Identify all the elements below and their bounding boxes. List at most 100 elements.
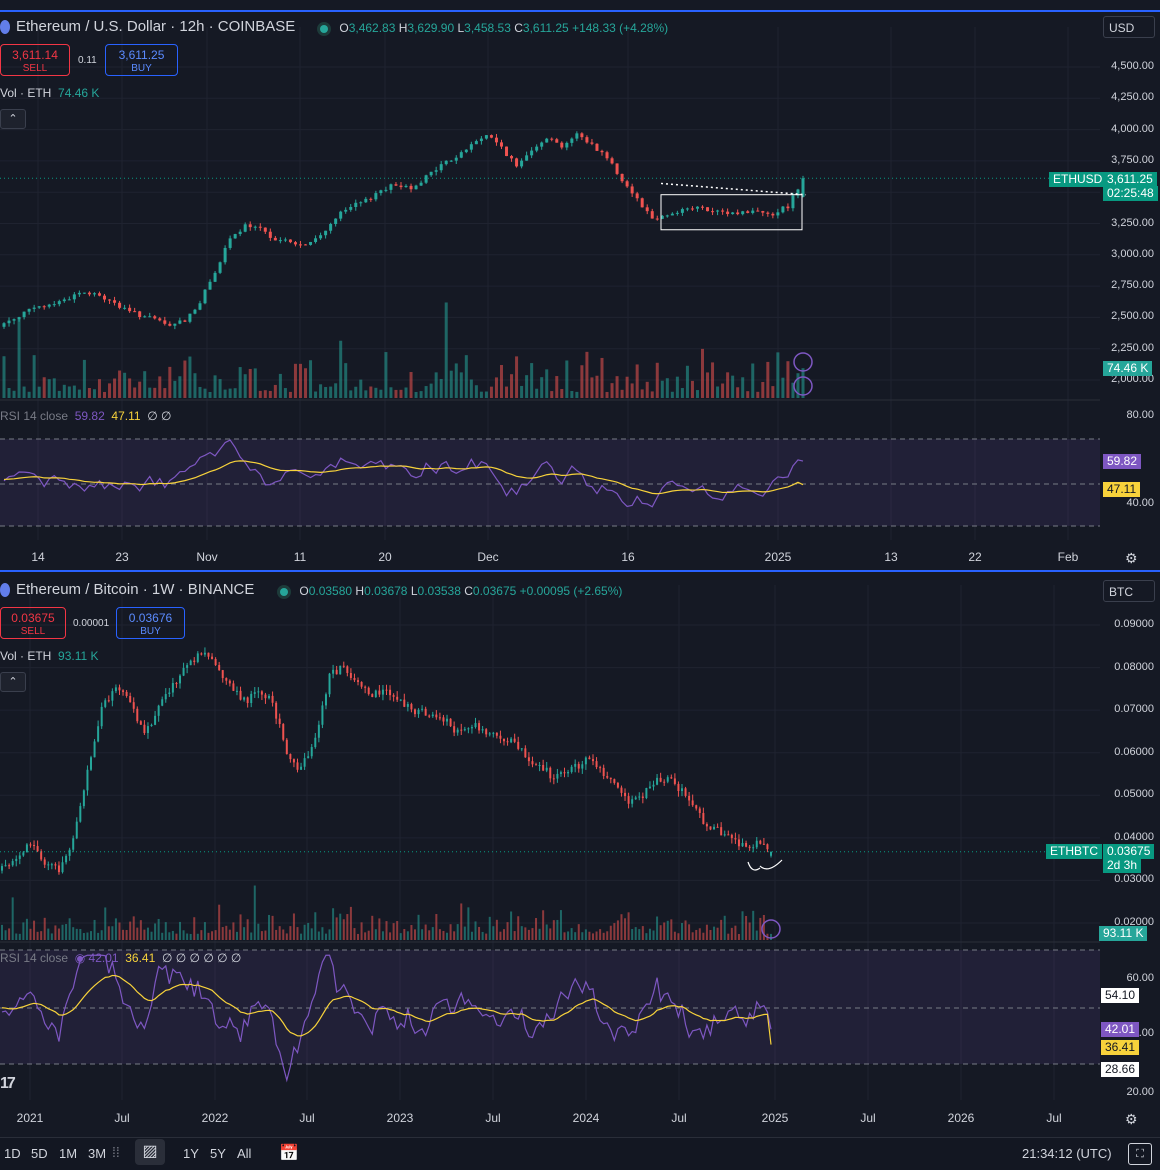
rsi-lower-badge: 28.66: [1101, 1062, 1140, 1077]
candle-body: [374, 690, 377, 698]
range-1y-button[interactable]: 1Y: [183, 1146, 199, 1161]
utc-clock[interactable]: 21:34:12 (UTC): [1022, 1146, 1112, 1161]
candle-body: [150, 724, 153, 727]
candle-body: [218, 262, 222, 273]
volume-bar: [114, 918, 117, 940]
top-chart-canvas[interactable]: [0, 0, 1100, 570]
candle-body: [57, 865, 60, 873]
candle-body: [173, 323, 177, 326]
drag-handle-icon[interactable]: ⁞⁞: [112, 1144, 120, 1160]
candle-body: [82, 790, 85, 807]
top-symbol-title[interactable]: Ethereum / U.S. Dollar · 12h · COINBASE: [16, 18, 296, 35]
volume-bar: [203, 388, 207, 398]
candle-body: [736, 212, 740, 215]
market-status-icon[interactable]: [280, 587, 288, 596]
volume-bar: [289, 926, 292, 940]
volume-bar: [22, 922, 25, 940]
candle-body: [136, 708, 139, 722]
volume-bar: [600, 357, 604, 398]
candle-body: [253, 226, 257, 228]
ohlc-open: 3,462.83: [348, 21, 396, 35]
volume-bar: [253, 885, 256, 940]
candle-body: [741, 211, 745, 215]
candle-body: [246, 697, 249, 704]
screenshot-image-icon[interactable]: ▨: [135, 1139, 165, 1165]
volume-bar: [346, 914, 349, 940]
volume-bar: [575, 391, 579, 398]
candle-body: [8, 865, 11, 867]
spread-value: 0.11: [78, 55, 97, 66]
volume-bar: [235, 931, 238, 940]
candle-body: [214, 658, 217, 666]
pane-separator[interactable]: [0, 570, 1160, 572]
candle-body: [93, 741, 96, 758]
candle-body: [163, 320, 167, 324]
candle-body: [87, 292, 91, 295]
candle-body: [705, 824, 708, 827]
volume-bar: [542, 910, 545, 940]
candle-body: [680, 788, 683, 792]
range-3m-button[interactable]: 3M: [88, 1146, 107, 1161]
bottom-symbol-title[interactable]: Ethereum / Bitcoin · 1W · BINANCE: [16, 581, 255, 598]
volume-bar: [264, 930, 267, 940]
top-chart-pane[interactable]: Ethereum / U.S. Dollar · 12h · COINBASE …: [0, 0, 1160, 570]
volume-bar: [359, 379, 363, 398]
volume-bar: [27, 391, 31, 398]
collapse-legend-button[interactable]: ⌃: [0, 109, 26, 129]
currency-select[interactable]: USD: [1103, 16, 1155, 38]
collapse-legend-button[interactable]: ⌃: [0, 672, 26, 692]
buy-button[interactable]: 0.03676 BUY: [116, 607, 185, 639]
candle-body: [283, 239, 287, 241]
currency-select[interactable]: BTC: [1103, 580, 1155, 602]
volume-bar: [288, 391, 292, 398]
volume-bar: [207, 932, 210, 940]
candle-body: [470, 727, 473, 729]
range-1m-button[interactable]: 1M: [59, 1146, 78, 1161]
candle-body: [634, 797, 637, 800]
candle-body: [751, 210, 755, 213]
candle-body: [238, 231, 242, 235]
sell-button[interactable]: 3,611.14 SELL: [0, 44, 70, 76]
volume-bar: [143, 371, 147, 398]
volume-bar: [560, 389, 564, 398]
candle-body: [77, 292, 81, 295]
candle-body: [349, 672, 352, 678]
tradingview-logo-icon[interactable]: 17: [0, 1075, 16, 1092]
range-all-button[interactable]: All: [237, 1146, 252, 1161]
candle-body: [489, 135, 493, 138]
volume-bar: [384, 352, 388, 398]
range-5y-button[interactable]: 5Y: [210, 1146, 226, 1161]
candle-body: [189, 660, 192, 666]
volume-bar: [641, 926, 644, 940]
volume-bar: [268, 390, 272, 398]
volume-bar: [328, 929, 331, 940]
volume-bar: [65, 924, 68, 940]
volume-bar: [246, 919, 249, 940]
rsi-eye-icon[interactable]: ◉: [74, 951, 86, 965]
candle-body: [100, 706, 103, 727]
bottom-chart-pane[interactable]: Ethereum / Bitcoin · 1W · BINANCE O0.035…: [0, 572, 1160, 1137]
candle-body: [502, 738, 505, 742]
volume-bar: [11, 897, 14, 940]
sell-button[interactable]: 0.03675 SELL: [0, 607, 66, 639]
bottom-chart-canvas[interactable]: [0, 572, 1100, 1137]
candle-body: [68, 849, 71, 856]
candle-body: [698, 808, 701, 813]
fullscreen-icon[interactable]: ⛶: [1128, 1143, 1152, 1165]
settings-gear-icon[interactable]: ⚙: [1125, 1111, 1138, 1127]
volume-bar: [389, 387, 393, 398]
volume-legend: Vol · ETH 93.11 K: [0, 649, 99, 663]
date-range-calendar-icon[interactable]: 📅: [279, 1145, 299, 1162]
buy-button[interactable]: 3,611.25 BUY: [105, 44, 178, 76]
volume-bar: [584, 929, 587, 940]
candle-body: [396, 696, 399, 700]
candle-body: [239, 690, 242, 700]
range-1d-button[interactable]: 1D: [4, 1146, 21, 1161]
settings-gear-icon[interactable]: ⚙: [1125, 550, 1138, 566]
volume-bar: [32, 355, 36, 398]
candle-body: [399, 699, 402, 701]
range-5d-button[interactable]: 5D: [31, 1146, 48, 1161]
candle-body: [560, 142, 564, 148]
market-status-icon[interactable]: [320, 24, 328, 33]
volume-bar: [741, 911, 744, 940]
